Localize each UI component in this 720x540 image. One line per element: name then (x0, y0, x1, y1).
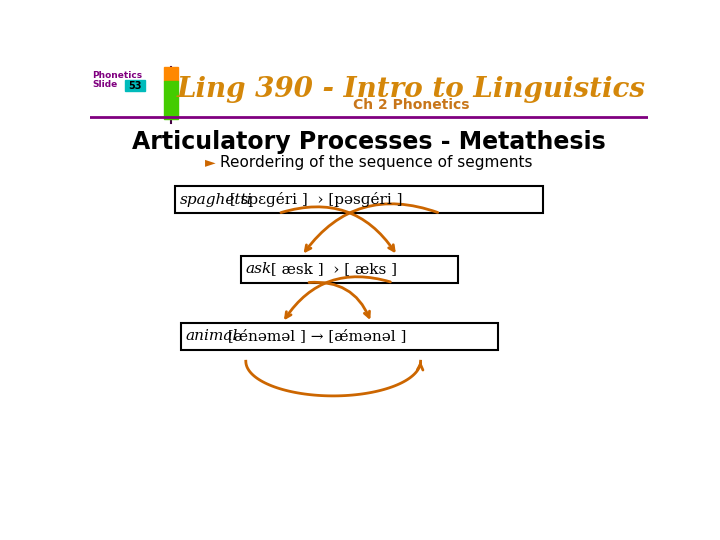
Text: [ spɛɡéri ]  › [pəsɡéri ]: [ spɛɡéri ] › [pəsɡéri ] (225, 192, 402, 207)
Text: Reordering of the sequence of segments: Reordering of the sequence of segments (220, 155, 533, 170)
Bar (163, 81, 178, 119)
Text: [ǽnəməl ] → [ǽmənəl ]: [ǽnəməl ] → [ǽmənəl ] (222, 329, 406, 343)
Text: ask: ask (246, 262, 272, 276)
Bar (241, 256, 458, 283)
Text: Slide: Slide (92, 80, 117, 89)
Bar (175, 186, 544, 213)
Text: 53: 53 (128, 80, 142, 91)
Text: animal: animal (185, 329, 238, 343)
Text: [ æsk ]  › [ æks ]: [ æsk ] › [ æks ] (266, 262, 397, 276)
Text: Ling 390 - Intro to Linguistics: Ling 390 - Intro to Linguistics (177, 76, 646, 103)
Bar (163, 67, 178, 81)
Text: spaghetti: spaghetti (180, 193, 253, 207)
Text: Ch 2 Phonetics: Ch 2 Phonetics (354, 98, 470, 112)
Bar (125, 80, 145, 91)
Bar (181, 323, 498, 350)
Text: Phonetics: Phonetics (92, 71, 143, 80)
Text: Articulatory Processes - Metathesis: Articulatory Processes - Metathesis (132, 130, 606, 154)
Text: ►: ► (204, 156, 215, 170)
